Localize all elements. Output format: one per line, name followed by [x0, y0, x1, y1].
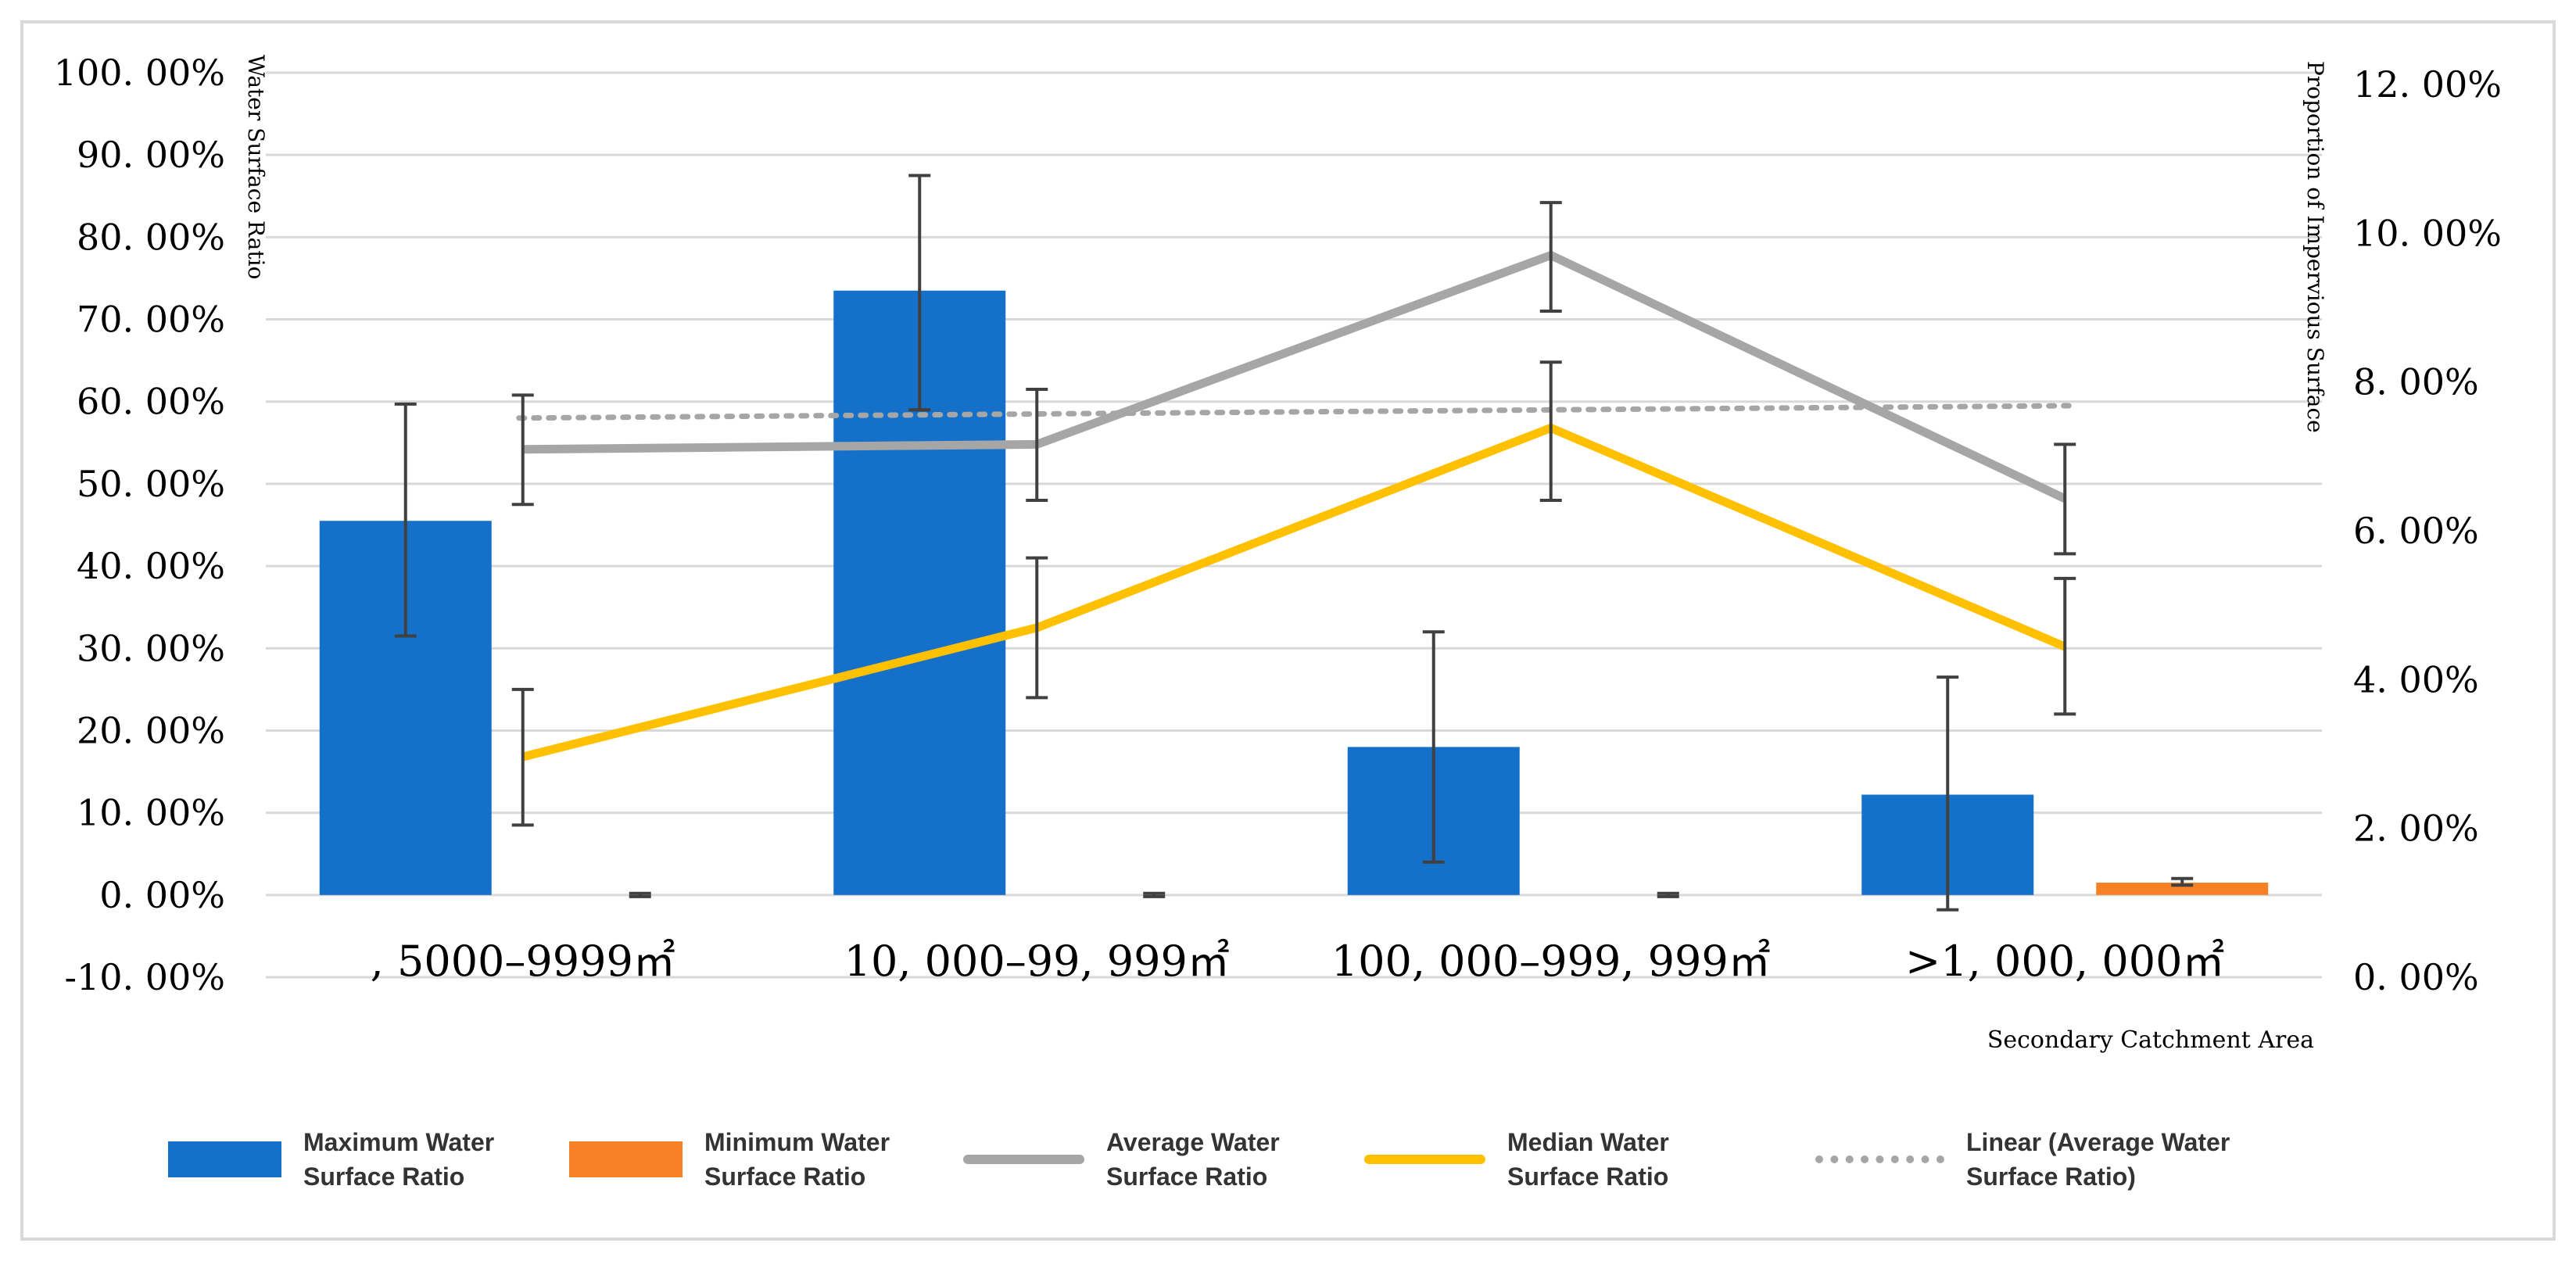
y-tick-label: 100. 00% — [54, 52, 225, 94]
x-tick-label: 10, 000–99, 999㎡ — [844, 937, 1230, 986]
y-tick-label: 60. 00% — [77, 381, 225, 423]
y-tick-label: 50. 00% — [77, 463, 225, 505]
chart-frame — [20, 20, 2556, 1241]
error-bar — [1422, 630, 1445, 864]
line-median — [521, 423, 2067, 761]
error-bar — [1657, 891, 1679, 898]
legend-item: Minimum Water Surface Ratio — [569, 1116, 890, 1202]
y2-tick-label: 12. 00% — [2353, 63, 2502, 106]
legend-label: Maximum Water Surface Ratio — [303, 1128, 495, 1191]
y2-tick-label: 4. 00% — [2353, 658, 2479, 700]
legend-item: Linear (Average Water Surface Ratio) — [1815, 1116, 2230, 1202]
x-tick-label: 100, 000–999, 999㎡ — [1331, 937, 1771, 986]
bar-minimum — [2096, 883, 2269, 895]
error-bar — [394, 402, 417, 638]
bars — [319, 290, 2269, 895]
error-bar — [1026, 387, 1048, 502]
x-axis-ticks: , 5000–9999㎡ 10, 000–99, 999㎡ 100, 000–999… — [371, 937, 2225, 986]
error-bar — [629, 891, 651, 898]
y-tick-label: 40. 00% — [77, 545, 225, 587]
y-tick-label: 30. 00% — [77, 627, 225, 669]
y-tick-label: -10. 00% — [64, 956, 225, 998]
y-tick-label: 10. 00% — [77, 792, 225, 834]
legend-swatch — [963, 1155, 1084, 1164]
y-tick-label: 80. 00% — [77, 216, 225, 258]
error-bar — [1539, 201, 1562, 313]
trendline — [516, 403, 2072, 421]
y2-tick-label: 8. 00% — [2353, 361, 2479, 403]
y-tick-label: 20. 00% — [77, 709, 225, 751]
error-bar — [511, 393, 534, 507]
error-bars — [394, 174, 2194, 912]
error-bar — [1026, 556, 1048, 700]
y-tick-label: 0. 00% — [99, 874, 225, 916]
error-bar — [511, 687, 534, 827]
error-bar — [1936, 675, 1959, 912]
line-average — [522, 251, 2067, 503]
series-lines — [521, 251, 2067, 761]
y2-axis-title: Proportion of Impervious Surface — [2302, 61, 2328, 433]
y2-tick-label: 0. 00% — [2353, 956, 2479, 998]
y-tick-label: 90. 00% — [77, 134, 225, 176]
y-axis-title: Water Surface Ratio — [243, 55, 269, 279]
error-bar — [2171, 876, 2194, 887]
legend-label: Median Water Surface Ratio — [1507, 1128, 1669, 1191]
legend-label: Average Water Surface Ratio — [1106, 1128, 1280, 1191]
legend-label: Linear (Average Water Surface Ratio) — [1966, 1128, 2230, 1191]
legend-swatch — [1364, 1155, 1485, 1164]
y-tick-label: 70. 00% — [77, 299, 225, 341]
legend-item: Maximum Water Surface Ratio — [168, 1116, 494, 1202]
y2-axis-ticks: 12. 00% 10. 00% 8. 00% 6. 00% 4. 00% 2. 00% 0.… — [2353, 63, 2502, 998]
legend-swatch — [168, 1141, 281, 1177]
error-bar — [1143, 891, 1166, 898]
error-bar — [908, 174, 931, 412]
y2-tick-label: 6. 00% — [2353, 510, 2479, 552]
error-bar — [2054, 576, 2076, 716]
x-axis-title: Secondary Catchment Area — [1987, 1026, 2314, 1054]
x-tick-label: >1, 000, 000㎡ — [1905, 937, 2224, 986]
y2-tick-label: 10. 00% — [2353, 212, 2502, 254]
y2-tick-label: 2. 00% — [2353, 808, 2479, 850]
legend-swatch — [1815, 1155, 1944, 1163]
trendline-average — [516, 403, 2072, 421]
x-tick-label: , 5000–9999㎡ — [371, 937, 675, 986]
legend-item: Median Water Surface Ratio — [1364, 1116, 1669, 1202]
error-bar — [1539, 360, 1562, 502]
legend-label: Minimum Water Surface Ratio — [704, 1128, 890, 1191]
legend-swatch — [569, 1141, 683, 1177]
error-bar — [2054, 442, 2076, 556]
legend-item: Average Water Surface Ratio — [963, 1116, 1280, 1202]
y-axis-ticks: 100. 00% 90. 00% 80. 00% 70. 00% 60. 00% 50. … — [54, 52, 225, 998]
